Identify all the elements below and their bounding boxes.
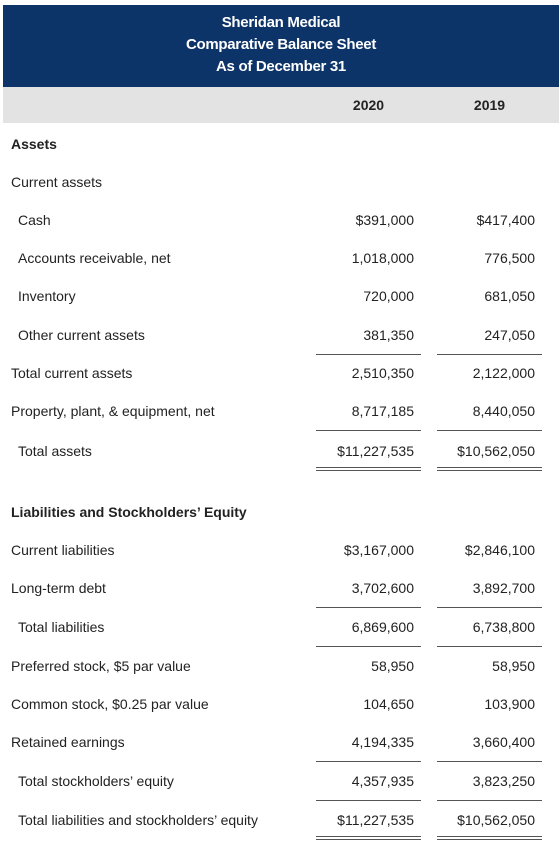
cell-value: 2,510,350 bbox=[351, 365, 414, 381]
underline bbox=[437, 761, 542, 762]
underline bbox=[316, 607, 421, 608]
double-underline bbox=[316, 836, 421, 837]
double-underline bbox=[437, 839, 542, 840]
cell-value: $11,227,535 bbox=[337, 443, 414, 459]
underline bbox=[437, 646, 542, 647]
cell-value: 2,122,000 bbox=[472, 365, 535, 381]
cell-value: $10,562,050 bbox=[457, 812, 535, 828]
cell-value: 681,050 bbox=[484, 288, 535, 304]
underline bbox=[316, 800, 421, 801]
cell-value: 3,823,250 bbox=[472, 773, 535, 789]
double-underline bbox=[437, 836, 542, 837]
row-label: Total current assets bbox=[11, 365, 133, 381]
row-label: Inventory bbox=[18, 288, 76, 304]
cell-value: 776,500 bbox=[484, 250, 535, 266]
cell-value: $417,400 bbox=[476, 212, 535, 228]
title-line: As of December 31 bbox=[216, 58, 346, 75]
cell-value: 3,702,600 bbox=[351, 580, 414, 596]
cell-value: 8,440,050 bbox=[472, 403, 535, 419]
cell-value: 381,350 bbox=[363, 327, 414, 343]
cell-value: 4,357,935 bbox=[351, 773, 414, 789]
cell-value: 58,950 bbox=[492, 658, 535, 674]
row-label: Other current assets bbox=[18, 327, 145, 343]
row-label: Common stock, $0.25 par value bbox=[11, 696, 209, 712]
underline bbox=[316, 430, 421, 431]
underline bbox=[437, 354, 542, 355]
row-label: Property, plant, & equipment, net bbox=[11, 403, 215, 419]
row-label: Total stockholders’ equity bbox=[18, 773, 174, 789]
cell-value: 3,892,700 bbox=[472, 580, 535, 596]
cell-value: $11,227,535 bbox=[337, 812, 414, 828]
column-header: 2020 bbox=[352, 97, 385, 113]
row-label: Current assets bbox=[11, 174, 103, 190]
cell-value: 4,194,335 bbox=[351, 734, 414, 750]
row-label: Current liabilities bbox=[11, 542, 115, 558]
row-label: Long-term debt bbox=[11, 580, 106, 596]
cell-value: $2,846,100 bbox=[464, 542, 535, 558]
double-underline bbox=[437, 470, 542, 471]
row-label: Total liabilities and stockholders’ equi… bbox=[18, 812, 258, 828]
title-line: Sheridan Medical bbox=[221, 14, 341, 31]
cell-value: 103,900 bbox=[484, 696, 535, 712]
underline bbox=[316, 646, 421, 647]
cell-value: 104,650 bbox=[363, 696, 414, 712]
double-underline bbox=[316, 467, 421, 468]
cell-value: 247,050 bbox=[484, 327, 535, 343]
row-label: Cash bbox=[18, 212, 51, 228]
row-label: Accounts receivable, net bbox=[18, 250, 171, 266]
header-band bbox=[3, 5, 559, 87]
cell-value: 3,660,400 bbox=[472, 734, 535, 750]
cell-value: 1,018,000 bbox=[351, 250, 414, 266]
underline bbox=[316, 354, 421, 355]
double-underline bbox=[437, 467, 542, 468]
section-heading: Liabilities and Stockholders’ Equity bbox=[11, 504, 247, 520]
title-line: Comparative Balance Sheet bbox=[185, 36, 377, 53]
row-label: Total liabilities bbox=[18, 619, 105, 635]
row-label: Total assets bbox=[18, 443, 92, 459]
double-underline bbox=[316, 839, 421, 840]
column-header: 2019 bbox=[473, 97, 506, 113]
cell-value: 6,738,800 bbox=[472, 619, 535, 635]
underline bbox=[437, 430, 542, 431]
cell-value: 58,950 bbox=[371, 658, 414, 674]
row-label: Preferred stock, $5 par value bbox=[11, 658, 191, 674]
cell-value: 720,000 bbox=[363, 288, 414, 304]
cell-value: $10,562,050 bbox=[457, 443, 535, 459]
underline bbox=[437, 607, 542, 608]
double-underline bbox=[316, 470, 421, 471]
cell-value: 6,869,600 bbox=[351, 619, 414, 635]
section-heading: Assets bbox=[11, 136, 57, 152]
cell-value: 8,717,185 bbox=[351, 403, 414, 419]
cell-value: $391,000 bbox=[355, 212, 414, 228]
underline bbox=[437, 800, 542, 801]
column-header-band bbox=[3, 87, 559, 123]
cell-value: $3,167,000 bbox=[343, 542, 414, 558]
row-label: Retained earnings bbox=[11, 734, 125, 750]
underline bbox=[316, 761, 421, 762]
